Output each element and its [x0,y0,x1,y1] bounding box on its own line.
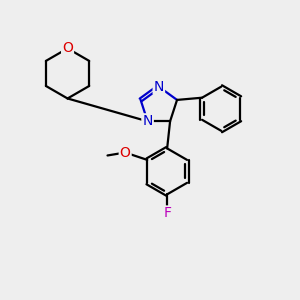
Text: N: N [142,114,153,128]
Text: O: O [62,41,73,56]
Text: F: F [163,206,171,220]
Text: N: N [154,80,164,94]
Text: O: O [120,146,130,160]
